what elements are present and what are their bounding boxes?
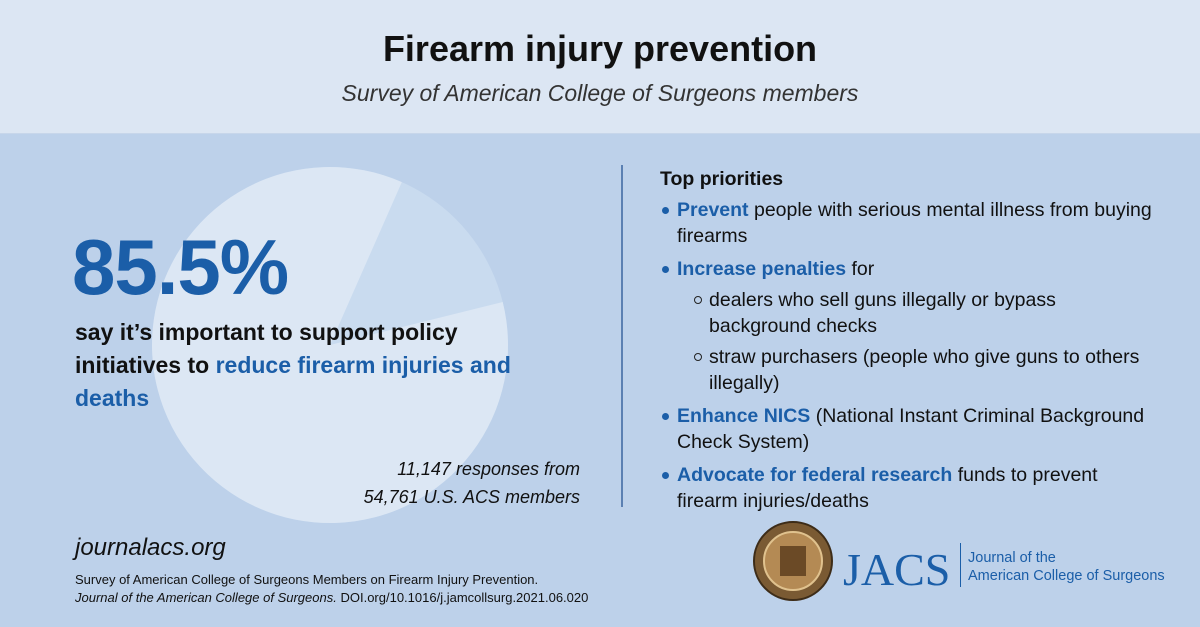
citation-journal: Journal of the American College of Surge…: [75, 590, 337, 605]
logo-name-line: American College of Surgeons: [968, 568, 1165, 584]
sample-note: 11,147 responses from 54,761 U.S. ACS mem…: [330, 455, 580, 511]
url: journalacs.org: [75, 534, 226, 561]
logo-divider: [960, 543, 961, 587]
priority-text: (National Instant Criminal Background Ch…: [677, 405, 1145, 453]
priority-text: people with serious mental illness from …: [677, 199, 1152, 247]
priority-item: Increase penalties for dealers who sell …: [660, 256, 1160, 396]
header-band: [0, 0, 1200, 134]
citation: Survey of American College of Surgeons M…: [75, 571, 588, 607]
statement: say it’s important to support policy ini…: [75, 316, 515, 415]
logo-abbr: JACS: [843, 544, 951, 595]
priority-lead: Prevent: [677, 199, 749, 221]
big-percent: 85.5%: [72, 223, 289, 311]
divider: [621, 165, 623, 507]
priorities: Top priorities Prevent people with serio…: [660, 166, 1160, 521]
sample-line: 54,761 U.S. ACS members: [363, 487, 580, 507]
priority-lead: Increase penalties: [677, 258, 847, 280]
pie-slice: [152, 167, 508, 524]
priority-lead: Enhance NICS: [677, 405, 811, 427]
priority-item: Prevent people with serious mental illne…: [660, 197, 1160, 249]
priority-text: for: [851, 258, 875, 280]
title: Firearm injury prevention: [382, 28, 818, 69]
priority-item: Advocate for federal research funds to p…: [660, 462, 1160, 514]
statement-text: say it’s important to support policy ini…: [75, 319, 458, 378]
logo-name: Journal of the American College of Surgeo…: [968, 549, 1165, 585]
priorities-heading: Top priorities: [660, 168, 784, 190]
priority-subitem: straw purchasers (people who give guns t…: [677, 344, 1160, 396]
priority-lead: Advocate for federal research: [677, 464, 953, 486]
logo-name-line: Journal of the: [968, 550, 1056, 566]
seal: [753, 521, 833, 601]
statement-highlight: reduce firearm injuries and deaths: [75, 352, 511, 411]
citation-line: Survey of American College of Surgeons M…: [75, 572, 539, 587]
sample-line: 11,147 responses from: [397, 459, 580, 479]
subtitle: Survey of American College of Surgeons m…: [341, 80, 859, 106]
priority-subitem: dealers who sell guns illegally or bypas…: [677, 287, 1160, 339]
priority-text: funds to prevent firearm injuries/deaths: [677, 464, 1098, 512]
citation-doi: DOI.org/10.1016/j.jamcollsurg.2021.06.02…: [340, 590, 589, 605]
priority-item: Enhance NICS (National Instant Criminal …: [660, 403, 1160, 455]
